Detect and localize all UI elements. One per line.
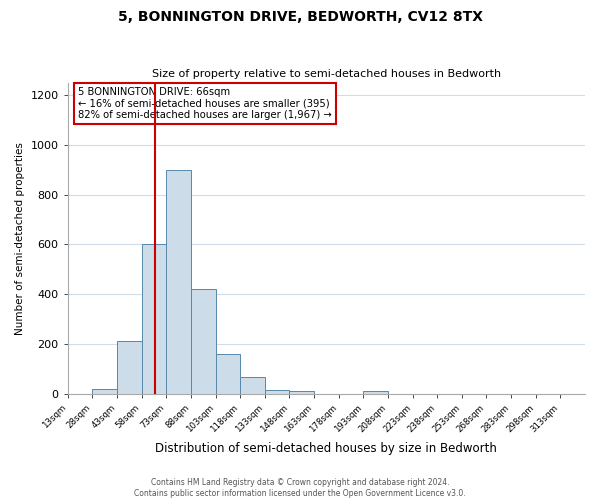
- Bar: [289, 391, 314, 394]
- Bar: [364, 391, 388, 394]
- Title: Size of property relative to semi-detached houses in Bedworth: Size of property relative to semi-detach…: [152, 69, 501, 79]
- X-axis label: Distribution of semi-detached houses by size in Bedworth: Distribution of semi-detached houses by …: [155, 442, 497, 455]
- Bar: [265, 390, 289, 394]
- Bar: [191, 289, 215, 394]
- Text: Contains HM Land Registry data © Crown copyright and database right 2024.
Contai: Contains HM Land Registry data © Crown c…: [134, 478, 466, 498]
- Bar: [240, 378, 265, 394]
- Bar: [215, 354, 240, 394]
- Bar: [166, 170, 191, 394]
- Bar: [117, 342, 142, 394]
- Y-axis label: Number of semi-detached properties: Number of semi-detached properties: [15, 142, 25, 334]
- Text: 5, BONNINGTON DRIVE, BEDWORTH, CV12 8TX: 5, BONNINGTON DRIVE, BEDWORTH, CV12 8TX: [118, 10, 482, 24]
- Bar: [92, 388, 117, 394]
- Bar: [142, 244, 166, 394]
- Text: 5 BONNINGTON DRIVE: 66sqm
← 16% of semi-detached houses are smaller (395)
82% of: 5 BONNINGTON DRIVE: 66sqm ← 16% of semi-…: [78, 87, 332, 120]
